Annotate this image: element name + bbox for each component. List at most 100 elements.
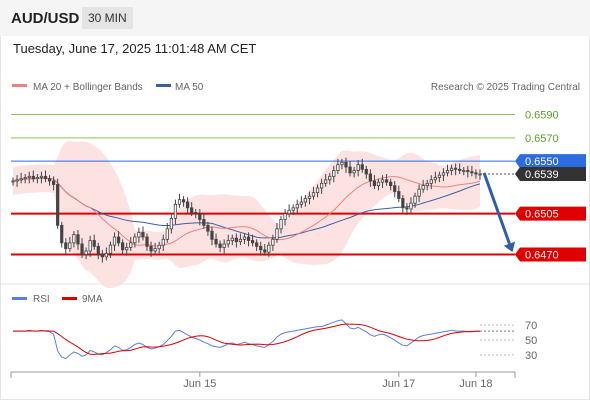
candle-body (287, 209, 291, 215)
candle-body (60, 224, 64, 244)
x-tick-label-Jun 17: Jun 17 (382, 378, 415, 390)
candle-body (35, 177, 39, 180)
candle-body (454, 167, 458, 170)
candle-body (19, 178, 23, 181)
candle-body (372, 180, 377, 187)
candle-body (417, 188, 421, 197)
forecast-arrow-head (503, 241, 516, 253)
candle-body (141, 231, 145, 238)
candle-body (307, 195, 312, 199)
candle-body (409, 202, 413, 210)
candle-body (283, 213, 287, 220)
candle-body (474, 172, 478, 175)
candle-body (96, 245, 100, 255)
candle-body (56, 184, 60, 226)
candle-body (246, 236, 251, 241)
candle-body (64, 242, 68, 250)
candle-body (393, 185, 397, 192)
candle-body (202, 219, 206, 226)
candle-body (23, 177, 27, 180)
candle-body (47, 178, 52, 182)
candle-body (214, 238, 218, 245)
candle-body (92, 240, 96, 247)
candle-body (181, 199, 186, 203)
timeframe-badge[interactable]: 30 MIN (82, 7, 133, 29)
candle-body (51, 180, 56, 185)
candle-body (425, 182, 429, 187)
candle-body (384, 179, 389, 183)
candle-body (185, 201, 190, 209)
candle-body (470, 171, 474, 174)
x-tick-label-Jun 18: Jun 18 (459, 378, 492, 390)
rsi-line (13, 319, 480, 360)
candle-body (445, 170, 450, 174)
candle-body (299, 201, 303, 205)
last-price-label: 0.6539 (525, 169, 559, 181)
candle-body (324, 179, 328, 184)
candle-body (133, 236, 137, 244)
last-price-tag (515, 167, 586, 181)
candle-body (401, 198, 405, 209)
candle-body (218, 243, 222, 248)
candle-body (328, 175, 332, 181)
candle-body (458, 168, 462, 171)
candle-body (356, 164, 360, 171)
x-tick-label-Jun 15: Jun 15 (183, 378, 216, 390)
candle-body (352, 170, 356, 174)
candle-body (169, 217, 173, 230)
candle-body (161, 238, 165, 246)
candle-body (242, 236, 247, 240)
candle-body (108, 244, 113, 254)
rsi-tick-label-70: 70 (525, 320, 537, 332)
candle-body (462, 170, 466, 172)
rsi-tick-label-30: 30 (525, 350, 537, 362)
symbol-title: AUD/USD (11, 10, 80, 27)
legend-swatch-ma50 (156, 84, 171, 87)
level-label-0.6570: 0.6570 (525, 133, 559, 145)
candle-body (230, 237, 234, 241)
candle-body (311, 192, 316, 197)
level-label-0.6470: 0.6470 (525, 250, 559, 262)
candle-body (27, 175, 31, 178)
candle-body (116, 236, 121, 244)
rsi-tick-label-50: 50 (525, 335, 537, 347)
candle-body (380, 179, 385, 183)
candle-body (291, 207, 295, 211)
legend-swatch-rsi (12, 297, 27, 300)
candle-body (295, 203, 299, 209)
candle-body (39, 175, 44, 178)
candle-body (88, 240, 92, 252)
candle-body (157, 244, 161, 250)
candle-body (72, 234, 76, 244)
candle-body (177, 199, 182, 205)
candle-body (149, 245, 153, 252)
candle-body (153, 248, 157, 252)
candle-body (226, 240, 230, 245)
candle-body (478, 173, 482, 176)
candle-body (360, 164, 364, 170)
datetime-label: Tuesday, June 17, 2025 11:01:48 AM CET (13, 41, 257, 56)
level-tag-0.6505 (515, 206, 586, 221)
legend-label-9ma: 9MA (82, 294, 103, 305)
candle-body (279, 219, 283, 230)
credit-text: Research © 2025 Trading Central (431, 82, 580, 93)
candle-body (238, 238, 243, 243)
candle-body (210, 230, 214, 240)
candle-body (104, 252, 109, 258)
candle-body (259, 245, 263, 251)
candle-body (433, 177, 437, 181)
candle-body (80, 243, 84, 255)
candle-body (344, 161, 348, 168)
level-label-0.6505: 0.6505 (525, 209, 559, 221)
candle-body (100, 254, 104, 258)
candle-body (397, 191, 401, 199)
candle-body (190, 207, 194, 213)
candle-body (206, 224, 210, 232)
candle-body (250, 240, 255, 244)
level-tag-0.6550 (515, 154, 586, 169)
candle-body (437, 174, 442, 178)
legend-label-ma50: MA 50 (175, 82, 204, 93)
candle-body (389, 181, 393, 187)
candle-body (194, 212, 198, 215)
candle-body (84, 250, 88, 255)
